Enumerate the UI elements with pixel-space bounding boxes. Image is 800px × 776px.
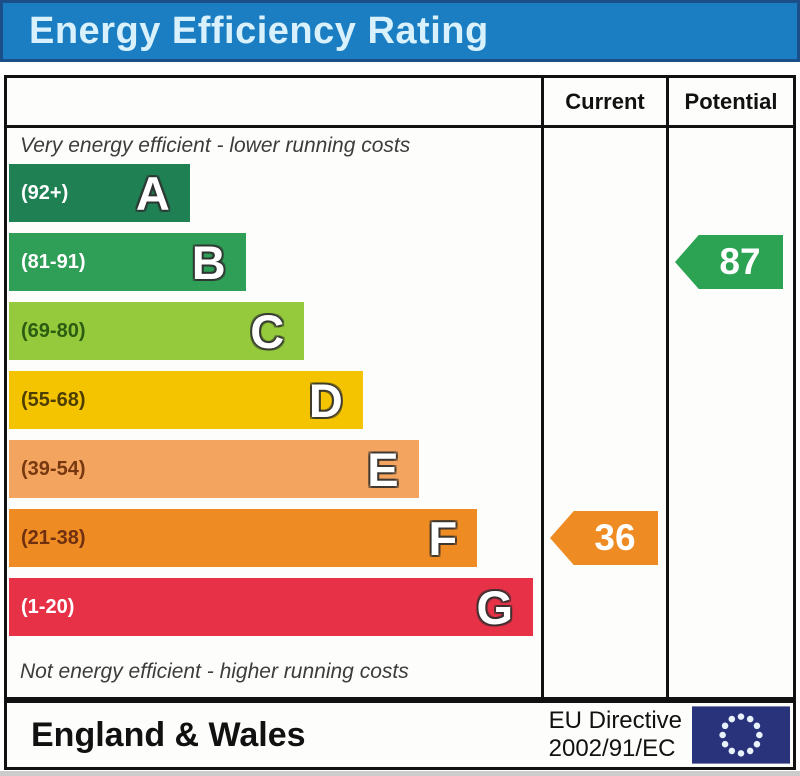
band-row-C: (69-80) C [9,302,541,360]
eu-flag-icon [692,706,790,764]
footer: England & Wales EU Directive 2002/91/EC [4,700,796,770]
band-letter-label: B [191,235,226,289]
rating-table: Current Potential Very energy efficient … [4,75,796,700]
band-range-label: (39-54) [21,457,86,480]
rating-bands: (92+) A (81-91) B (69-80) C (55-68) D (39-54) E (2… [7,164,541,647]
current-column: 36 [541,128,666,697]
header-spacer [7,78,541,125]
band-range-label: (1-20) [21,595,75,618]
band-row-B: (81-91) B [9,233,541,291]
band-bar-E: (39-54) E [9,440,419,498]
band-letter-label: C [250,304,285,358]
band-bar-D: (55-68) D [9,371,363,429]
potential-arrow: 87 [675,235,783,289]
band-row-D: (55-68) D [9,371,541,429]
band-row-F: (21-38) F [9,509,541,567]
band-letter-label: A [135,166,170,220]
band-letter-label: D [308,373,343,427]
band-range-label: (69-80) [21,319,86,342]
title-bar: Energy Efficiency Rating [0,0,800,62]
band-bar-B: (81-91) B [9,233,246,291]
bottom-caption: Not energy efficient - higher running co… [20,660,409,683]
potential-column-header: Potential [666,78,793,125]
band-chart-area: Very energy efficient - lower running co… [7,128,541,697]
eu-directive-label: EU Directive 2002/91/EC [549,707,682,762]
band-row-G: (1-20) G [9,578,541,636]
band-range-label: (81-91) [21,250,86,273]
eu-directive-line2: 2002/91/EC [548,735,676,762]
eu-flag-stars [719,713,763,757]
current-arrow: 36 [550,511,658,565]
band-letter-label: F [428,511,458,565]
region-label: England & Wales [31,715,306,754]
band-bar-A: (92+) A [9,164,190,222]
current-column-header: Current [541,78,666,125]
table-body: Very energy efficient - lower running co… [7,128,793,697]
band-range-label: (55-68) [21,388,86,411]
page-title: Energy Efficiency Rating [29,9,489,52]
eu-directive-line1: EU Directive [548,707,682,735]
band-bar-G: (1-20) G [9,578,534,636]
table-header-row: Current Potential [7,78,793,128]
top-caption: Very energy efficient - lower running co… [20,134,411,157]
band-range-label: (92+) [21,181,69,204]
band-letter-label: G [476,580,514,634]
band-bar-C: (69-80) C [9,302,305,360]
band-bar-F: (21-38) F [9,509,478,567]
band-row-E: (39-54) E [9,440,541,498]
band-letter-label: E [367,442,399,496]
band-range-label: (21-38) [21,526,86,549]
band-row-A: (92+) A [9,164,541,222]
bottom-edge-strip [0,771,800,776]
potential-column: 87 [666,128,793,697]
